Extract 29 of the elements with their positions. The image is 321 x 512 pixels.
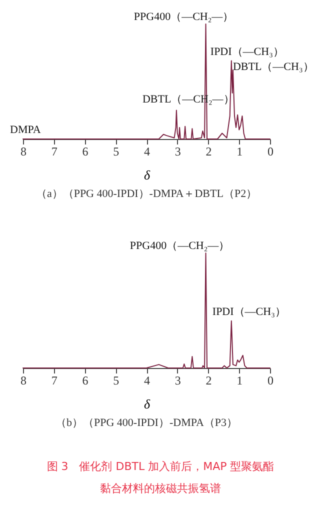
x-tick-label: 1	[236, 374, 243, 388]
text: （a）（PPG 400-IPDI）-DMPA＋DBTL（P2）	[36, 188, 258, 200]
text: （b）（PPG 400-IPDI）-DMPA（P3）	[55, 417, 238, 429]
x-tick-label: 8	[20, 144, 26, 158]
x-tick-label: 4	[144, 144, 150, 158]
x-tick-label: 7	[51, 374, 58, 388]
annotation: PPG400（—CH₂—）	[134, 11, 234, 23]
x-tick-label: 2	[206, 144, 212, 158]
x-tick-label: 1	[236, 144, 243, 158]
x-tick-label: 5	[113, 144, 120, 158]
x-tick-label: 5	[113, 374, 120, 388]
x-tick-label: 3	[174, 374, 181, 388]
x-tick-label: 2	[206, 374, 212, 388]
x-tick-label: 6	[82, 144, 88, 158]
x-tick-label: 3	[174, 144, 181, 158]
annotation: IPDI（—CH₃）	[210, 46, 284, 58]
caption: 图 3 催化剂 DBTL 加入前后，MAP 型聚氨酯黏合材料的核磁共振氢谱	[46, 459, 276, 497]
x-tick-label: 0	[268, 374, 274, 388]
x-axis-title: δ	[144, 168, 151, 182]
annotation: DBTL（—CH₃）	[232, 61, 314, 73]
x-tick-label: 6	[82, 374, 88, 388]
annotation: IPDI（—CH₃）	[212, 306, 286, 318]
x-axis-title: δ	[144, 396, 151, 412]
annotation: DMPA	[10, 124, 41, 136]
x-tick-label: 0	[268, 144, 274, 158]
x-tick-label: 4	[144, 374, 150, 388]
annotation: PPG400（—CH₂—）	[130, 240, 230, 252]
x-tick-label: 7	[51, 144, 58, 158]
x-tick-label: 8	[20, 374, 26, 388]
